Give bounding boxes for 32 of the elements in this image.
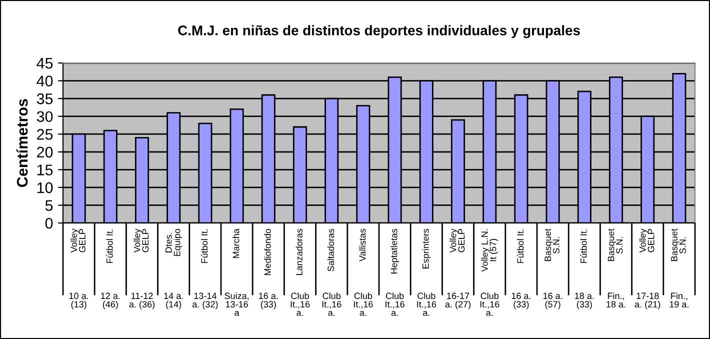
category-label: Fútbol It. 18 a. (33) [575, 229, 594, 310]
category-label: Dtes. Equipo 14 a. (14) [164, 228, 183, 310]
y-tick-label: 35 [36, 93, 53, 104]
y-tick-label: 20 [37, 146, 53, 158]
category-label: Heptatletas Club It.,16 a. [386, 228, 404, 316]
category-label: Fútbol It. 13-14 a. (32) [192, 229, 218, 310]
category-label: Basquet S.N. Fin., 18 a. [606, 228, 626, 308]
category-label: Esprinters Club It.,16 a. [417, 228, 436, 316]
category-label: Marcha Suiza, 13-16 a [224, 228, 249, 316]
category-label: Volley GELP 16-17 a. (27) [445, 228, 470, 310]
category-label: Volley GELP 11-12 a. (36) [129, 228, 154, 310]
y-tick-label: 30 [36, 111, 53, 122]
category-label: Fútbol It. 12 a. (46) [101, 229, 120, 310]
category-label: Mediofondo 16 a. (33) [259, 228, 278, 310]
chart-title: C.M.J. en niñas de distintos deportes individuales y grupales [178, 25, 580, 38]
y-tick-label: 0 [45, 218, 53, 229]
category-label: Volley GELP 10 a. (13) [69, 228, 88, 310]
category-label: Vallistas Club It.,16 a. [354, 228, 373, 316]
category-label: Basquet S.N. 16 a. (57) [543, 228, 562, 310]
category-label: Lanzadoras Club It.,16 a. [290, 228, 310, 316]
y-tick-label: 40 [36, 76, 53, 86]
y-tick-label: 10 [37, 182, 53, 194]
y-tick-label: 15 [37, 164, 53, 176]
y-tick-label: 5 [45, 200, 53, 211]
category-label: Saltadoras Club It.,16 a. [322, 228, 342, 316]
y-axis-title: Centímetros [16, 99, 28, 187]
category-label: Basquet S.N. Fin., 19 a. [670, 228, 688, 308]
y-tick-label: 25 [37, 128, 53, 140]
category-label: Volley GELP 17-18 a. (21) [634, 228, 660, 310]
category-label: Volley L.N. It (57) Club It.,16 a. [480, 229, 500, 316]
category-label: Fútbol It. 16 a. (33) [512, 229, 530, 310]
y-tick-label: 45 [36, 58, 53, 69]
